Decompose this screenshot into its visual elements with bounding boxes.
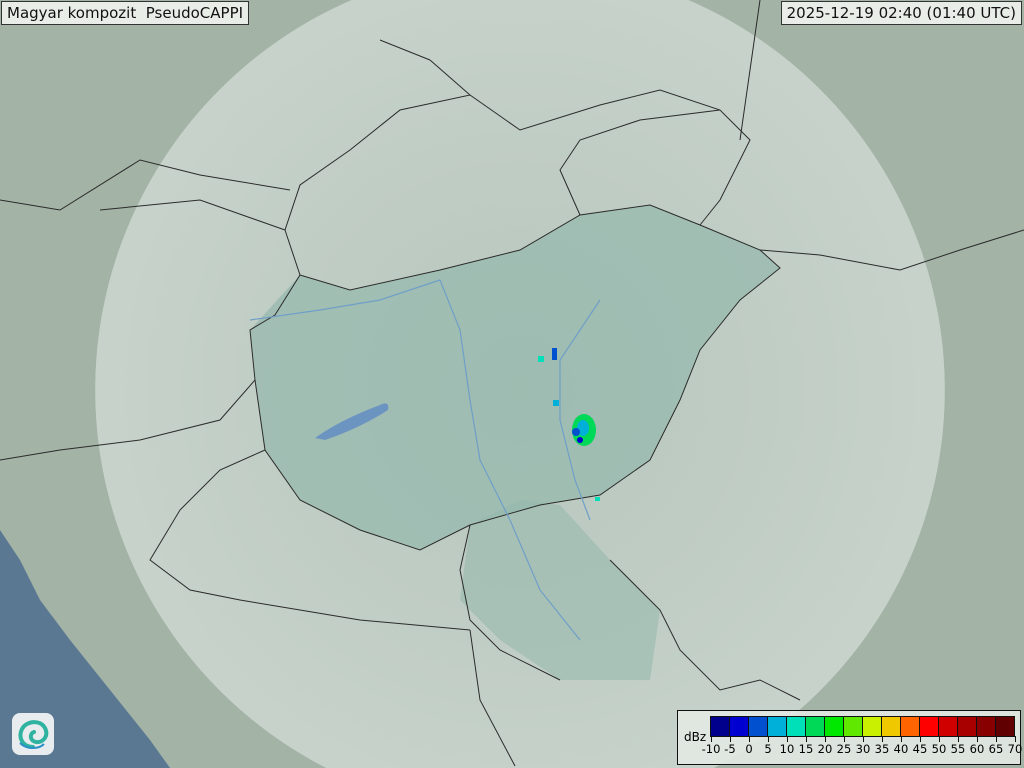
legend-tick xyxy=(939,736,940,742)
legend-tick xyxy=(768,736,769,742)
color-swatch xyxy=(977,717,996,736)
legend-tick-label: 55 xyxy=(950,742,966,756)
legend-tick-label: -5 xyxy=(724,742,736,756)
legend-tick xyxy=(882,736,883,742)
legend-tick-label: 70 xyxy=(1007,742,1023,756)
hungary-area xyxy=(250,205,780,550)
color-swatch xyxy=(806,717,825,736)
spiral-logo-icon xyxy=(18,720,49,749)
legend-tick xyxy=(863,736,864,742)
legend-tick-label: 50 xyxy=(931,742,947,756)
radar-echoes xyxy=(538,348,600,501)
legend-tick-label: -10 xyxy=(701,742,721,756)
color-swatch xyxy=(749,717,768,736)
color-scale xyxy=(710,716,1015,737)
legend-tick xyxy=(920,736,921,742)
color-swatch xyxy=(787,717,806,736)
legend-tick-label: 20 xyxy=(817,742,833,756)
serbia-area xyxy=(460,500,660,680)
lake-balaton xyxy=(315,403,389,440)
logo xyxy=(12,713,54,755)
color-swatch xyxy=(711,717,730,736)
color-swatch xyxy=(882,717,901,736)
product-title: Magyar kompozit PseudoCAPPI xyxy=(1,1,250,25)
color-swatch xyxy=(901,717,920,736)
color-swatch xyxy=(958,717,977,736)
legend-tick xyxy=(901,736,902,742)
legend-tick-label: 40 xyxy=(893,742,909,756)
legend-tick-label: 15 xyxy=(798,742,814,756)
legend-tick-label: 45 xyxy=(912,742,928,756)
legend-tick xyxy=(977,736,978,742)
timestamp: 2025-12-19 02:40 (01:40 UTC) xyxy=(780,1,1022,25)
legend-tick xyxy=(844,736,845,742)
legend-tick-label: 25 xyxy=(836,742,852,756)
legend-tick xyxy=(711,736,712,742)
legend-tick xyxy=(806,736,807,742)
legend-tick-label: 35 xyxy=(874,742,890,756)
legend-tick-label: 65 xyxy=(988,742,1004,756)
color-swatch xyxy=(996,717,1014,736)
color-swatch xyxy=(863,717,882,736)
dbz-legend: dBz -10 -5 0 5 10 15 20 25 30 35 40 45 50 55 60 65 70 xyxy=(677,710,1023,765)
rivers xyxy=(249,279,601,641)
legend-unit: dBz xyxy=(684,730,707,744)
legend-tick xyxy=(1015,736,1016,742)
legend-tick xyxy=(730,736,731,742)
color-swatch xyxy=(939,717,958,736)
legend-tick-label: 0 xyxy=(745,742,753,756)
color-swatch xyxy=(920,717,939,736)
color-swatch xyxy=(730,717,749,736)
legend-tick-label: 5 xyxy=(764,742,772,756)
legend-tick xyxy=(787,736,788,742)
color-swatch xyxy=(825,717,844,736)
color-swatch xyxy=(768,717,787,736)
legend-tick xyxy=(749,736,750,742)
legend-tick xyxy=(996,736,997,742)
legend-tick-label: 60 xyxy=(969,742,985,756)
legend-tick-label: 30 xyxy=(855,742,871,756)
color-swatch xyxy=(844,717,863,736)
legend-tick-label: 10 xyxy=(779,742,795,756)
legend-tick xyxy=(958,736,959,742)
legend-tick xyxy=(825,736,826,742)
